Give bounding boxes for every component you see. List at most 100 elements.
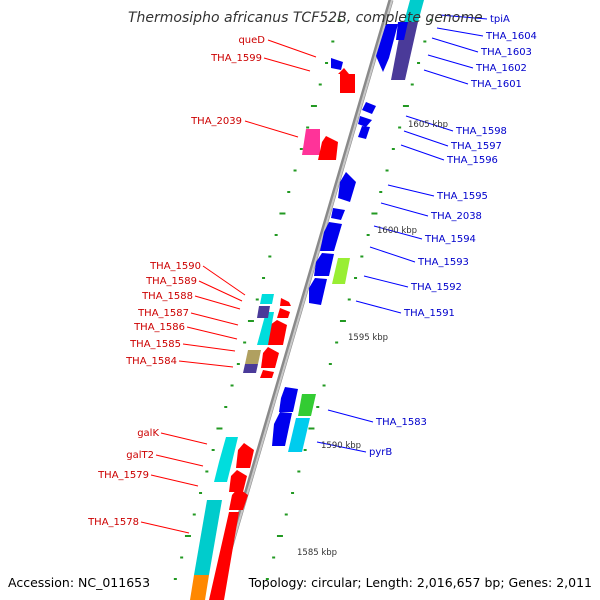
- gene-arrow-THA_1579[interactable]: [229, 488, 248, 510]
- reverse-strand-genes: [272, 0, 424, 452]
- tick-marks: [173, 19, 433, 580]
- leader-line: [244, 120, 299, 138]
- genome-title: Thermosipho africanus TCF52B, complete g…: [128, 10, 483, 26]
- kbp-mark-1585: 1585 kbp: [297, 548, 337, 558]
- leader-line: [403, 130, 449, 147]
- gene-arrow-THA_1588[interactable]: [267, 320, 287, 345]
- gene-arrow-THA_1591[interactable]: [309, 278, 327, 305]
- leader-line: [263, 57, 311, 72]
- label-THA_1603[interactable]: THA_1603: [480, 47, 532, 58]
- label-THA_1579[interactable]: THA_1579: [97, 470, 149, 481]
- gene-block-cyan-pyrB[interactable]: [288, 418, 310, 452]
- leader-line: [190, 312, 239, 326]
- gene-arrow-THA_1597[interactable]: [358, 116, 372, 127]
- gene-arrow-THA_1589[interactable]: [277, 308, 290, 318]
- reverse-gene-labels: tpiA THA_1604 THA_1603 THA_1602 THA_1601…: [369, 14, 537, 458]
- label-THA_1591[interactable]: THA_1591: [403, 308, 455, 319]
- label-THA_1593[interactable]: THA_1593: [417, 257, 469, 268]
- leader-line: [194, 295, 241, 310]
- gene-block-khaki-1585[interactable]: [245, 350, 261, 364]
- gene-arrow-THA_2038[interactable]: [331, 208, 345, 220]
- leader-line: [427, 54, 474, 69]
- gene-block-cyan-1[interactable]: [257, 312, 274, 345]
- label-THA_1595[interactable]: THA_1595: [436, 191, 488, 202]
- gene-arrow-quED[interactable]: [338, 68, 355, 93]
- label-galK[interactable]: galK: [137, 428, 159, 439]
- label-THA_1604[interactable]: THA_1604: [485, 31, 537, 42]
- label-tpiA[interactable]: tpiA: [490, 14, 510, 25]
- leader-line: [150, 474, 199, 487]
- label-galT2[interactable]: galT2: [126, 450, 154, 461]
- leader-line: [182, 343, 236, 352]
- gene-arrow-THA_1593[interactable]: [314, 253, 334, 276]
- gene-arrow-THA_1590[interactable]: [280, 298, 291, 306]
- kbp-markers: 1605 kbp 1600 kbp 1595 kbp 1590 kbp 1585…: [297, 120, 448, 558]
- label-THA_1594[interactable]: THA_1594: [424, 234, 476, 245]
- label-THA_1585[interactable]: THA_1585: [129, 339, 181, 350]
- gene-block-cyan-galK[interactable]: [219, 437, 238, 462]
- kbp-mark-1595: 1595 kbp: [348, 333, 388, 343]
- leader-line: [140, 521, 190, 534]
- gene-arrow-THA_2039b[interactable]: [318, 136, 338, 160]
- gene-arrow-THA_2039[interactable]: [302, 129, 320, 155]
- leader-line: [155, 454, 204, 467]
- label-THA_1588[interactable]: THA_1588: [141, 291, 193, 302]
- label-THA_1584[interactable]: THA_1584: [125, 356, 177, 367]
- gene-arrow-THA_1596[interactable]: [358, 126, 370, 139]
- label-THA_2038[interactable]: THA_2038: [430, 211, 482, 222]
- gene-arrow-THA_1595[interactable]: [338, 172, 356, 202]
- label-leader-lines: [140, 14, 488, 534]
- label-THA_1598[interactable]: THA_1598: [455, 126, 507, 137]
- label-THA_1599[interactable]: THA_1599: [210, 53, 262, 64]
- gene-arrow-THA_1584[interactable]: [260, 370, 274, 378]
- label-THA_1596[interactable]: THA_1596: [446, 155, 498, 166]
- label-THA_1602[interactable]: THA_1602: [475, 63, 527, 74]
- label-THA_1592[interactable]: THA_1592: [410, 282, 462, 293]
- gene-block-green-1593[interactable]: [332, 258, 350, 284]
- leader-line: [202, 265, 246, 296]
- gene-arrow-THA_1578[interactable]: [209, 512, 239, 600]
- gene-arrow-THA_1594[interactable]: [320, 222, 342, 251]
- kbp-mark-1590: 1590 kbp: [321, 441, 361, 451]
- gene-block-green-1583[interactable]: [298, 394, 316, 416]
- gene-block-orange[interactable]: [190, 575, 209, 600]
- gene-arrow-THA_1583[interactable]: [279, 387, 298, 412]
- gene-block-navy-1587[interactable]: [257, 306, 270, 318]
- gene-block-top-cyan[interactable]: [404, 0, 424, 22]
- leader-line: [355, 300, 402, 314]
- accession-text: Accession: NC_011653: [8, 575, 150, 590]
- leader-line: [373, 225, 423, 240]
- label-THA_1601[interactable]: THA_1601: [470, 79, 522, 90]
- leader-line: [369, 246, 416, 263]
- leader-line: [431, 37, 479, 53]
- label-THA_1597[interactable]: THA_1597: [450, 141, 502, 152]
- leader-line: [423, 69, 469, 85]
- gene-arrow-THA_1603[interactable]: [396, 22, 408, 40]
- gene-arrow-galT2[interactable]: [229, 470, 247, 492]
- gene-arrow-THA_1585[interactable]: [261, 347, 279, 368]
- label-THA_1590[interactable]: THA_1590: [149, 261, 201, 272]
- label-THA_1587[interactable]: THA_1587: [137, 308, 189, 319]
- label-THA_1586[interactable]: THA_1586: [133, 322, 185, 333]
- label-THA_1583[interactable]: THA_1583: [375, 417, 427, 428]
- leader-line: [439, 14, 488, 20]
- label-THA_1589[interactable]: THA_1589: [145, 276, 197, 287]
- gene-block-cyan-galT2[interactable]: [214, 462, 232, 482]
- label-queD[interactable]: queD: [238, 35, 265, 46]
- gene-arrow-galK[interactable]: [236, 443, 254, 468]
- leader-line: [186, 326, 238, 340]
- gene-block-navy-1584[interactable]: [243, 364, 258, 373]
- label-THA_1578[interactable]: THA_1578: [87, 517, 139, 528]
- gene-arrow-THA_1599[interactable]: [331, 58, 343, 70]
- gene-arrow-pyrB[interactable]: [272, 412, 292, 446]
- leader-line: [327, 409, 374, 423]
- gene-arrow-THA_1598[interactable]: [362, 102, 376, 114]
- label-pyrB[interactable]: pyrB: [369, 447, 392, 458]
- gene-block-cyan-1578[interactable]: [194, 500, 222, 575]
- gene-block-top-navy[interactable]: [391, 22, 418, 80]
- leader-line: [198, 280, 243, 302]
- gene-arrow-THA_1604[interactable]: [376, 24, 398, 72]
- gene-block-cyan-top[interactable]: [260, 294, 274, 304]
- label-THA_2039[interactable]: THA_2039: [190, 116, 242, 127]
